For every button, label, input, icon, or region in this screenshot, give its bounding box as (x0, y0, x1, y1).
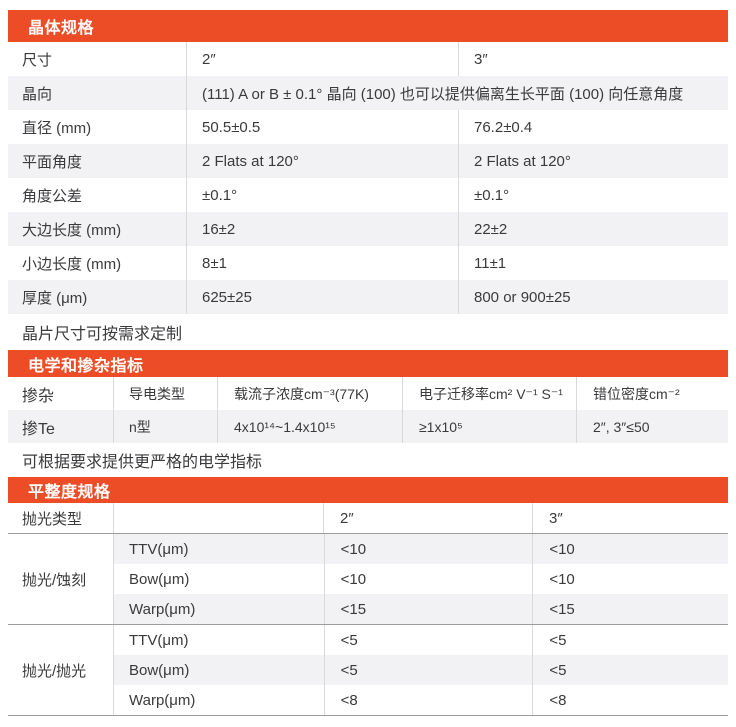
table-row: 平面角度 2 Flats at 120° 2 Flats at 120° (8, 144, 728, 178)
table-row: Bow(μm) <5 <5 (114, 655, 728, 685)
group-rows: TTV(μm) <10 <10 Bow(μm) <10 <10 Warp(μm)… (113, 534, 728, 624)
table-header-row: 抛光类型 2″ 3″ (8, 503, 728, 533)
spec-value: 2″, 3″≤50 (576, 410, 728, 443)
param-value-2in: <10 (323, 564, 533, 594)
param-label: TTV(μm) (129, 540, 189, 558)
table-row: 晶向 (111) A or B ± 0.1° 晶向 (100) 也可以提供偏离生… (8, 76, 728, 110)
param-value-2in: <5 (323, 625, 533, 655)
spec-value-merged: (111) A or B ± 0.1° 晶向 (100) 也可以提供偏离生长平面… (186, 76, 728, 110)
column-header (113, 503, 323, 533)
column-header: 3″ (532, 503, 728, 533)
param-label: Warp(μm) (129, 600, 196, 618)
table-row: 厚度 (μm) 625±25 800 or 900±25 (8, 280, 728, 314)
spec-value-2in: 625±25 (186, 280, 458, 314)
spec-value-3in: 11±1 (458, 246, 728, 280)
param-label: Warp(μm) (129, 691, 196, 709)
section-title: 平整度规格 (28, 484, 111, 501)
spec-value: 4x10¹⁴~1.4x10¹⁵ (217, 410, 402, 443)
section-header-electrical: 电学和掺杂指标 (8, 350, 728, 377)
spec-value-2in: 16±2 (186, 212, 458, 246)
divider-line (8, 715, 728, 716)
column-header: 电子迁移率cm² V⁻¹ S⁻¹ (402, 377, 576, 410)
spec-value-3in: 76.2±0.4 (458, 110, 728, 144)
spec-label: 角度公差 (22, 187, 83, 205)
flatness-group-etched: 抛光/蚀刻 TTV(μm) <10 <10 Bow(μm) <10 <10 Wa… (8, 534, 728, 624)
table-header-row: 掺杂 导电类型 载流子浓度cm⁻³(77K) 电子迁移率cm² V⁻¹ S⁻¹ … (8, 377, 728, 410)
spec-value-2in: 2 Flats at 120° (186, 144, 458, 178)
table-row: Bow(μm) <10 <10 (114, 564, 728, 594)
spec-value-2in: 50.5±0.5 (186, 110, 458, 144)
column-header: 2″ (323, 503, 532, 533)
column-header: 导电类型 (113, 377, 217, 410)
param-value-2in: <8 (323, 685, 533, 715)
param-label: Bow(μm) (129, 570, 190, 588)
table-row: 角度公差 ±0.1° ±0.1° (8, 178, 728, 212)
param-value-2in: <10 (323, 534, 533, 564)
group-rows: TTV(μm) <5 <5 Bow(μm) <5 <5 Warp(μm) <8 … (113, 625, 728, 715)
table-row: 小边长度 (mm) 8±1 11±1 (8, 246, 728, 280)
param-value-3in: <8 (532, 685, 728, 715)
spec-value: ≥1x10⁵ (402, 410, 576, 443)
spec-value-3in: ±0.1° (458, 178, 728, 212)
group-label: 抛光/抛光 (8, 625, 113, 715)
param-label: Bow(μm) (129, 661, 190, 679)
spec-value-2in: ±0.1° (186, 178, 458, 212)
spec-label: 小边长度 (mm) (22, 255, 122, 273)
note-crystal: 晶片尺寸可按需求定制 (22, 326, 183, 343)
spec-label: 厚度 (μm) (22, 289, 88, 307)
spec-value-3in: 3″ (458, 42, 728, 76)
note-electrical: 可根据要求提供更严格的电学指标 (22, 454, 263, 471)
section-header-crystal: 晶体规格 (8, 10, 728, 42)
table-row: TTV(μm) <5 <5 (114, 625, 728, 655)
spec-value: n型 (113, 410, 217, 443)
spec-label: 尺寸 (22, 51, 53, 69)
column-header: 抛光类型 (22, 510, 83, 528)
spec-sheet: 晶体规格 尺寸 2″ 3″ 晶向 (111) A or B ± 0.1° 晶向 … (8, 10, 728, 716)
table-row: Warp(μm) <8 <8 (114, 685, 728, 715)
table-row: 直径 (mm) 50.5±0.5 76.2±0.4 (8, 110, 728, 144)
spec-value-3in: 2 Flats at 120° (458, 144, 728, 178)
param-value-3in: <10 (532, 534, 728, 564)
spec-value-2in: 8±1 (186, 246, 458, 280)
table-row: 掺Te n型 4x10¹⁴~1.4x10¹⁵ ≥1x10⁵ 2″, 3″≤50 (8, 410, 728, 443)
spec-value-3in: 22±2 (458, 212, 728, 246)
divider-line (8, 533, 728, 534)
param-value-2in: <5 (323, 655, 533, 685)
group-label: 抛光/蚀刻 (8, 534, 113, 624)
section-header-flatness: 平整度规格 (8, 477, 728, 503)
flatness-group-polished: 抛光/抛光 TTV(μm) <5 <5 Bow(μm) <5 <5 Warp(μ… (8, 625, 728, 715)
table-row: 大边长度 (mm) 16±2 22±2 (8, 212, 728, 246)
table-row: 尺寸 2″ 3″ (8, 42, 728, 76)
spec-label: 直径 (mm) (22, 119, 92, 137)
section-title: 晶体规格 (28, 20, 95, 37)
spec-label: 晶向 (22, 85, 53, 103)
spec-value-3in: 800 or 900±25 (458, 280, 728, 314)
spec-value-2in: 2″ (186, 42, 458, 76)
section-title: 电学和掺杂指标 (28, 357, 144, 375)
spec-label: 大边长度 (mm) (22, 221, 122, 239)
param-value-3in: <10 (532, 564, 728, 594)
param-label: TTV(μm) (129, 631, 189, 649)
param-value-3in: <5 (532, 655, 728, 685)
param-value-3in: <15 (532, 594, 728, 624)
param-value-2in: <15 (323, 594, 533, 624)
param-value-3in: <5 (532, 625, 728, 655)
table-row: TTV(μm) <10 <10 (114, 534, 728, 564)
column-header: 载流子浓度cm⁻³(77K) (217, 377, 402, 410)
spec-label: 平面角度 (22, 153, 83, 171)
column-header: 掺杂 (22, 387, 55, 405)
divider-line (8, 624, 728, 625)
spec-value: 掺Te (22, 420, 55, 438)
table-row: Warp(μm) <15 <15 (114, 594, 728, 624)
column-header: 错位密度cm⁻² (576, 377, 728, 410)
